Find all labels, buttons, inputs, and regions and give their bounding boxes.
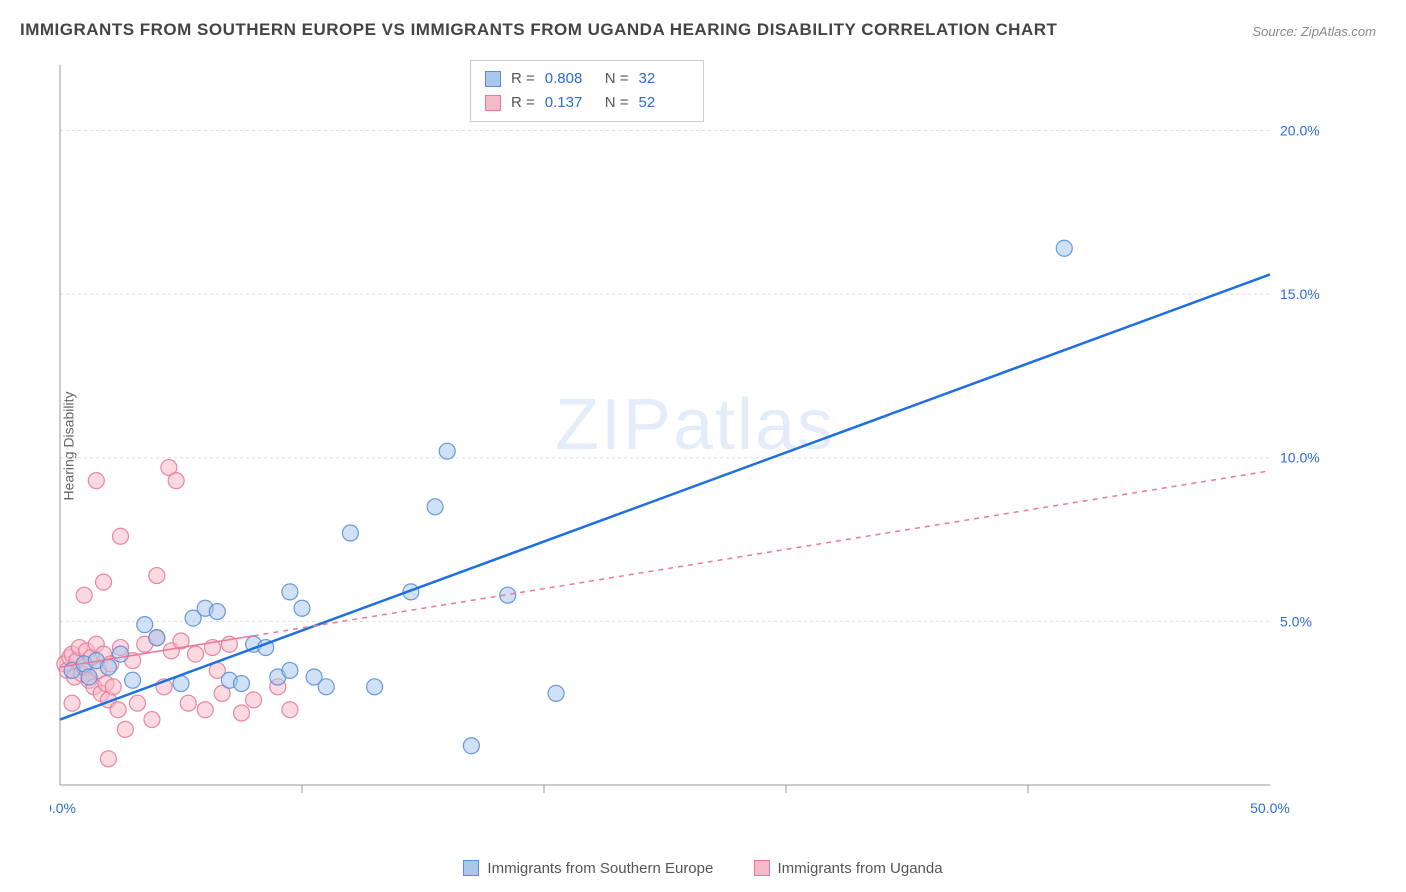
legend-swatch-2 (485, 95, 501, 111)
n-label-1: N = (605, 67, 629, 91)
stats-row-series-2: R = 0.137 N = 52 (485, 91, 689, 115)
chart-plot-area: 5.0%10.0%15.0%20.0%0.0%50.0% ZIPatlas (50, 55, 1340, 825)
r-label-2: R = (511, 91, 535, 115)
stats-row-series-1: R = 0.808 N = 32 (485, 67, 689, 91)
chart-title: IMMIGRANTS FROM SOUTHERN EUROPE VS IMMIG… (20, 20, 1057, 40)
svg-text:50.0%: 50.0% (1250, 800, 1290, 816)
svg-text:5.0%: 5.0% (1280, 613, 1312, 629)
n-value-1: 32 (639, 67, 689, 91)
legend-label-2: Immigrants from Uganda (778, 860, 943, 877)
stats-legend: R = 0.808 N = 32 R = 0.137 N = 52 (470, 60, 704, 122)
r-label-1: R = (511, 67, 535, 91)
legend-item-1: Immigrants from Southern Europe (463, 860, 713, 877)
legend-item-2: Immigrants from Uganda (754, 860, 943, 877)
r-value-2: 0.137 (545, 91, 595, 115)
svg-text:15.0%: 15.0% (1280, 286, 1320, 302)
svg-text:10.0%: 10.0% (1280, 450, 1320, 466)
source-attribution: Source: ZipAtlas.com (1252, 24, 1376, 39)
n-value-2: 52 (639, 91, 689, 115)
source-name: ZipAtlas.com (1301, 24, 1376, 39)
source-label: Source: (1252, 24, 1297, 39)
legend-swatch-icon (463, 860, 479, 876)
svg-text:0.0%: 0.0% (50, 800, 76, 816)
svg-text:20.0%: 20.0% (1280, 122, 1320, 138)
legend-swatch-1 (485, 71, 501, 87)
legend-swatch-icon (754, 860, 770, 876)
chart-svg: 5.0% 10.0% 15.0% 20.0% 0.0% 50.0% (50, 55, 1340, 825)
r-value-1: 0.808 (545, 67, 595, 91)
bottom-legend: Immigrants from Southern Europe Immigran… (0, 860, 1406, 881)
legend-label-1: Immigrants from Southern Europe (487, 860, 713, 877)
n-label-2: N = (605, 91, 629, 115)
